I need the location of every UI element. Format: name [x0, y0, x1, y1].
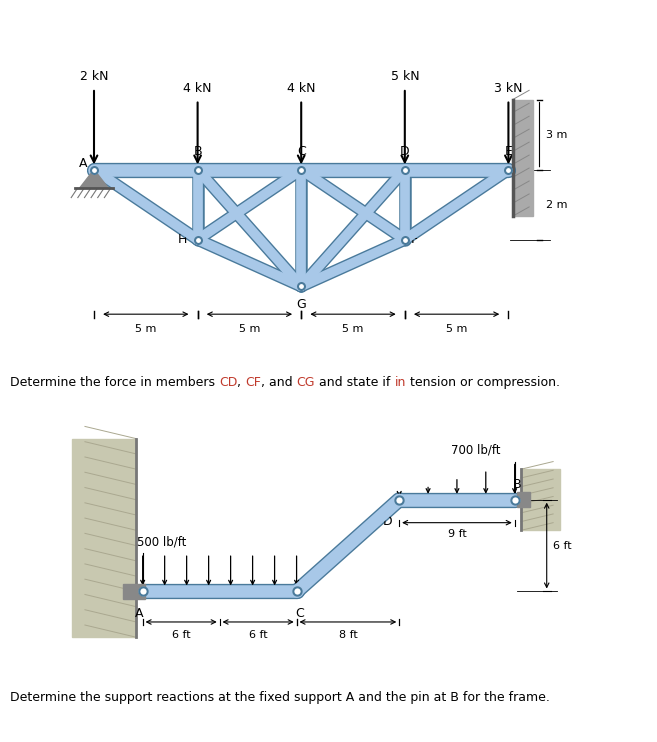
Polygon shape	[124, 584, 145, 599]
Text: CF: CF	[245, 376, 261, 390]
Polygon shape	[79, 170, 108, 188]
Text: 2 kN: 2 kN	[79, 70, 108, 83]
Text: 500 lb/ft: 500 lb/ft	[137, 536, 187, 548]
Text: Determine the force in members: Determine the force in members	[10, 376, 219, 390]
Text: F: F	[411, 233, 418, 246]
Text: 3 kN: 3 kN	[494, 82, 523, 95]
Text: D: D	[383, 515, 393, 528]
Text: ,: ,	[237, 376, 245, 390]
Text: 700 lb/ft: 700 lb/ft	[451, 444, 501, 457]
Text: CG: CG	[297, 376, 315, 390]
Text: and state if: and state if	[315, 376, 395, 390]
Text: B: B	[193, 145, 202, 158]
Text: tension or compression.: tension or compression.	[406, 376, 560, 390]
Text: 2 m: 2 m	[546, 200, 567, 209]
Polygon shape	[512, 99, 533, 216]
Text: 5 m: 5 m	[238, 324, 260, 333]
Text: Determine the support reactions at the fixed support A and the pin at B for the : Determine the support reactions at the f…	[10, 691, 550, 703]
Polygon shape	[72, 439, 136, 637]
Text: 5 m: 5 m	[135, 324, 156, 333]
Text: 6 ft: 6 ft	[553, 541, 572, 551]
Text: 4 kN: 4 kN	[287, 82, 315, 95]
Text: 6 ft: 6 ft	[249, 630, 267, 640]
Text: , and: , and	[261, 376, 297, 390]
Text: 5 kN: 5 kN	[390, 70, 419, 83]
Text: G: G	[296, 298, 306, 311]
Text: B: B	[513, 478, 522, 490]
Text: H: H	[178, 233, 187, 246]
Text: 8 ft: 8 ft	[338, 630, 357, 640]
Polygon shape	[517, 492, 530, 508]
Text: 3 m: 3 m	[546, 130, 567, 139]
Text: C: C	[297, 145, 306, 158]
Text: D: D	[400, 145, 409, 158]
Text: 4 kN: 4 kN	[183, 82, 212, 95]
Text: 9 ft: 9 ft	[447, 529, 466, 539]
Text: CD: CD	[219, 376, 237, 390]
Polygon shape	[521, 469, 560, 531]
Text: 5 m: 5 m	[342, 324, 364, 333]
Text: 6 ft: 6 ft	[172, 630, 191, 640]
Text: in: in	[395, 376, 406, 390]
Text: C: C	[295, 607, 304, 620]
Text: 5 m: 5 m	[446, 324, 467, 333]
Text: E: E	[505, 145, 512, 158]
Text: A: A	[79, 157, 88, 170]
Text: A: A	[135, 607, 143, 620]
